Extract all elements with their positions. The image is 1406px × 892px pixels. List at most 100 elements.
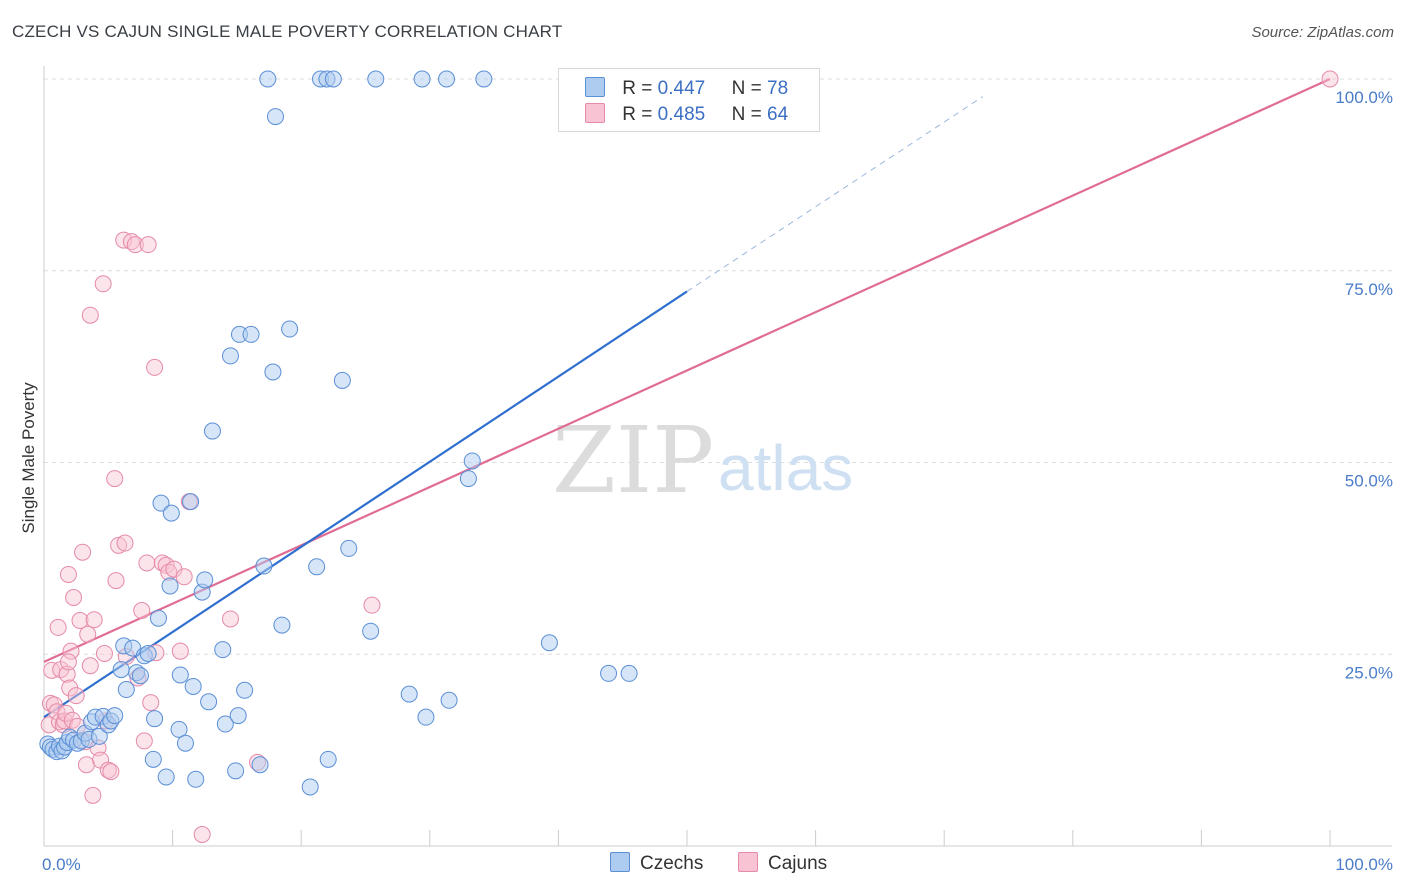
czech-point xyxy=(463,452,481,470)
cajun-point xyxy=(171,642,189,660)
czech-point xyxy=(540,634,558,652)
czech-point xyxy=(413,70,431,88)
cajuns-n-label: N = xyxy=(731,104,762,125)
cajun-point xyxy=(99,761,117,779)
czech-point xyxy=(162,504,180,522)
czech-point xyxy=(459,470,477,488)
czech-point xyxy=(227,762,245,780)
cajun-point xyxy=(81,306,99,324)
y-tick-label-25: 25.0% xyxy=(1345,663,1393,682)
czech-point xyxy=(196,571,214,589)
czech-point xyxy=(106,707,124,725)
chart-title: CZECH VS CAJUN SINGLE MALE POVERTY CORRE… xyxy=(12,22,563,41)
cajun-point xyxy=(57,704,75,722)
x-tick-label-100: 100.0% xyxy=(1335,855,1393,874)
czech-point xyxy=(242,325,260,343)
watermark-zip: ZIP xyxy=(552,407,714,514)
bottom-czechs-swatch xyxy=(610,852,630,872)
czech-point xyxy=(139,644,157,662)
cajun-point xyxy=(49,618,67,636)
cajun-point xyxy=(1321,70,1339,88)
bottom-cajuns-swatch xyxy=(738,852,758,872)
czechs-r-label: R = xyxy=(622,78,653,99)
correlation-legend: R = 0.447 N = 78 R = 0.485 N = 64 xyxy=(558,68,820,132)
cajun-point xyxy=(157,556,175,574)
cajun-point xyxy=(58,665,76,683)
cajun-point xyxy=(74,543,92,561)
cajun-point xyxy=(84,786,102,804)
y-tick-label-75: 75.0% xyxy=(1345,280,1393,299)
czech-point xyxy=(281,320,299,338)
cajun-point xyxy=(77,756,95,774)
bottom-cajuns-label: Cajuns xyxy=(768,853,828,874)
cajuns-n-value: 64 xyxy=(767,104,789,125)
czech-point xyxy=(340,539,358,557)
bottom-legend-cajuns: Cajuns xyxy=(738,852,827,875)
czech-point xyxy=(146,710,164,728)
cajun-point xyxy=(81,657,99,675)
czech-point xyxy=(152,494,170,512)
cajun-point xyxy=(79,625,97,643)
czech-point xyxy=(214,641,232,659)
cajun-point xyxy=(221,610,239,628)
czech-point xyxy=(112,661,130,679)
czech-point xyxy=(620,664,638,682)
czech-point xyxy=(149,609,167,627)
czech-point xyxy=(176,734,194,752)
legend-row-cajuns: R = 0.485 N = 64 xyxy=(585,103,788,127)
czech-point xyxy=(400,685,418,703)
data-points xyxy=(39,70,1339,843)
czech-point xyxy=(171,666,189,684)
czech-point xyxy=(255,557,273,575)
czechs-r-value: 0.447 xyxy=(657,78,706,99)
y-tick-label-50: 50.0% xyxy=(1345,472,1393,491)
czech-point xyxy=(229,707,247,725)
czechs-n-value: 78 xyxy=(767,78,789,99)
czech-point xyxy=(144,750,162,768)
cajun-point xyxy=(135,732,153,750)
czech-point xyxy=(324,70,342,88)
chart-source: Source: ZipAtlas.com xyxy=(1251,24,1394,41)
cajuns-trend-line xyxy=(43,77,1331,663)
cajun-point xyxy=(126,236,144,254)
cajun-point xyxy=(142,694,160,712)
czech-point xyxy=(264,363,282,381)
grid-lines xyxy=(44,78,1392,655)
cajuns-r-value: 0.485 xyxy=(657,104,706,125)
czech-point xyxy=(600,664,618,682)
cajun-point xyxy=(102,763,120,781)
czech-point xyxy=(200,693,218,711)
cajun-point xyxy=(59,565,77,583)
czech-point xyxy=(170,720,188,738)
czech-point xyxy=(131,667,149,685)
cajuns-r-label: R = xyxy=(622,104,653,125)
czech-point xyxy=(266,108,284,126)
czech-point xyxy=(417,708,435,726)
czech-point xyxy=(161,577,179,595)
watermark-atlas: atlas xyxy=(718,432,853,504)
czech-point xyxy=(362,622,380,640)
czech-point xyxy=(117,681,135,699)
cajun-point xyxy=(138,554,156,572)
cajun-point xyxy=(363,596,381,614)
czech-point xyxy=(203,422,221,440)
cajun-point xyxy=(95,644,113,662)
czech-point xyxy=(301,778,319,796)
cajun-point xyxy=(107,572,125,590)
x-tick-label-0: 0.0% xyxy=(42,855,81,874)
cajun-point xyxy=(193,825,211,843)
czech-point xyxy=(333,371,351,389)
cajun-point xyxy=(133,602,151,620)
bottom-legend-czechs: Czechs xyxy=(610,852,703,875)
y-axis-title: Single Male Poverty xyxy=(19,382,38,534)
cajun-point xyxy=(116,534,134,552)
czech-point xyxy=(251,756,269,774)
cajun-point xyxy=(146,358,164,376)
cajun-point xyxy=(94,275,112,293)
cajun-point xyxy=(139,236,157,254)
czech-point xyxy=(308,558,326,576)
czech-point xyxy=(236,681,254,699)
cajun-point xyxy=(175,568,193,586)
czech-point xyxy=(216,715,234,733)
